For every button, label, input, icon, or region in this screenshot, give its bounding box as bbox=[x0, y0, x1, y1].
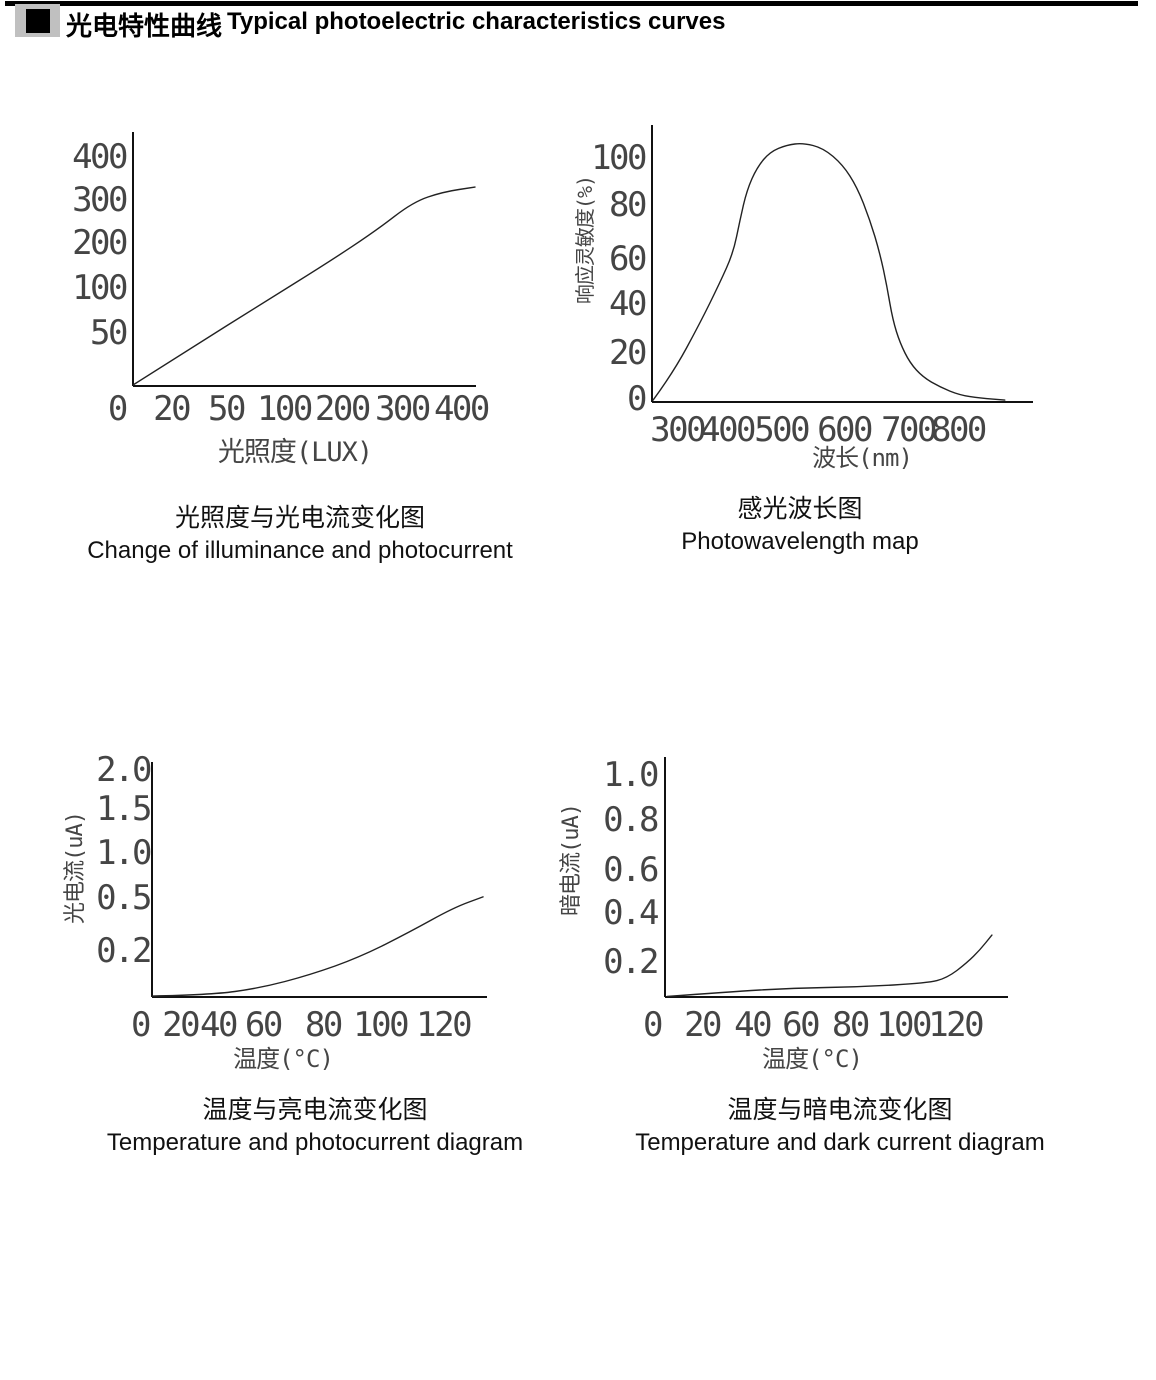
data-curve bbox=[151, 896, 484, 997]
y-tick-label: 200 bbox=[72, 223, 127, 263]
caption-cn: 光照度与光电流变化图 bbox=[174, 505, 425, 532]
x-tick-label: 0 bbox=[108, 389, 127, 429]
x-tick-label: 500 bbox=[754, 410, 809, 450]
x-tick-label: 300 bbox=[650, 410, 705, 450]
y-tick-label: 50 bbox=[90, 313, 127, 353]
x-tick-label: 400 bbox=[700, 410, 755, 450]
x-tick-label: 600 bbox=[817, 410, 872, 450]
caption-temperature-darkcurrent: 温度与暗电流变化图 Temperature and dark current d… bbox=[590, 1095, 1090, 1159]
x-tick-label: 300 bbox=[375, 389, 430, 429]
y-tick-label: 0.4 bbox=[603, 893, 658, 933]
caption-illuminance-photocurrent: 光照度与光电流变化图 Change of illuminance and pho… bbox=[50, 503, 550, 567]
y-axis-title: 暗电流(uA) bbox=[559, 804, 584, 916]
section-title-cn: 光电特性曲线 bbox=[66, 11, 223, 41]
y-tick-label: 40 bbox=[609, 284, 646, 324]
y-tick-label: 0.5 bbox=[96, 878, 150, 918]
y-tick-label: 100 bbox=[72, 268, 127, 308]
y-tick-label: 1.0 bbox=[96, 833, 151, 873]
x-tick-label: 60 bbox=[782, 1005, 819, 1045]
top-rule bbox=[5, 1, 1138, 6]
x-tick-label: 50 bbox=[208, 389, 245, 429]
caption-cn: 温度与暗电流变化图 bbox=[727, 1097, 953, 1124]
x-tick-label: 100 bbox=[876, 1005, 931, 1045]
x-tick-label: 120 bbox=[928, 1005, 983, 1045]
data-curve bbox=[666, 934, 993, 998]
x-tick-label: 80 bbox=[832, 1005, 869, 1045]
x-tick-label: 20 bbox=[153, 389, 190, 429]
x-tick-label: 20 bbox=[162, 1005, 199, 1045]
y-tick-label: 60 bbox=[609, 239, 646, 279]
data-curve bbox=[132, 186, 476, 386]
y-axis-title: 响应灵敏度(%) bbox=[573, 176, 597, 304]
section-bullet bbox=[15, 4, 60, 37]
x-tick-label: 800 bbox=[931, 410, 986, 450]
y-tick-label: 20 bbox=[609, 333, 646, 373]
caption-en: Temperature and photocurrent diagram bbox=[106, 1129, 524, 1156]
x-axis-title: 波长(nm) bbox=[812, 444, 912, 472]
y-tick-label: 0.8 bbox=[603, 800, 658, 840]
x-tick-label: 20 bbox=[684, 1005, 721, 1045]
y-tick-label: 1.5 bbox=[96, 789, 150, 829]
data-curve bbox=[652, 143, 1006, 401]
y-tick-label: 0.6 bbox=[603, 850, 658, 890]
x-tick-label: 200 bbox=[315, 389, 370, 429]
y-tick-label: 300 bbox=[72, 180, 127, 220]
x-tick-label: 40 bbox=[734, 1005, 771, 1045]
caption-temperature-photocurrent: 温度与亮电流变化图 Temperature and photocurrent d… bbox=[65, 1095, 565, 1159]
y-axis-title: 光电流(uA) bbox=[63, 812, 88, 924]
x-tick-label: 100 bbox=[353, 1005, 408, 1045]
x-tick-label: 0 bbox=[643, 1005, 662, 1045]
caption-en: Photowavelength map bbox=[681, 528, 919, 555]
black-square-icon bbox=[25, 8, 50, 33]
y-tick-label: 2.0 bbox=[96, 750, 151, 790]
y-tick-label: 0.2 bbox=[96, 931, 150, 971]
y-tick-label: 0.2 bbox=[603, 942, 657, 982]
section-title-en: Typical photoelectric characteristics cu… bbox=[227, 8, 726, 35]
x-tick-label: 40 bbox=[200, 1005, 237, 1045]
x-tick-label: 80 bbox=[305, 1005, 342, 1045]
caption-en: Change of illuminance and photocurrent bbox=[87, 537, 513, 564]
y-tick-label: 0 bbox=[627, 379, 646, 419]
caption-photowavelength: 感光波长图 Photowavelength map bbox=[585, 494, 1015, 558]
caption-cn: 感光波长图 bbox=[737, 496, 863, 523]
caption-cn: 温度与亮电流变化图 bbox=[202, 1097, 428, 1124]
x-axis-title: 温度(°C) bbox=[762, 1045, 862, 1073]
y-tick-label: 80 bbox=[609, 185, 646, 225]
y-tick-label: 400 bbox=[72, 137, 127, 177]
x-tick-label: 60 bbox=[245, 1005, 282, 1045]
x-tick-label: 100 bbox=[257, 389, 312, 429]
x-tick-label: 400 bbox=[434, 389, 489, 429]
x-axis-title: 光照度(LUX) bbox=[218, 437, 372, 468]
x-tick-label: 120 bbox=[416, 1005, 471, 1045]
y-tick-label: 100 bbox=[591, 138, 646, 178]
x-tick-label: 0 bbox=[131, 1005, 150, 1045]
caption-en: Temperature and dark current diagram bbox=[635, 1129, 1045, 1156]
x-axis-title: 温度(°C) bbox=[233, 1045, 333, 1073]
x-tick-label: 700 bbox=[881, 410, 936, 450]
chart-temperature-photocurrent: 2.01.51.0 0.5 0.2 0 20 40 60 80 100 120 温度(°C) 光电流(… bbox=[63, 750, 487, 1073]
y-tick-label: 1.0 bbox=[603, 755, 658, 795]
